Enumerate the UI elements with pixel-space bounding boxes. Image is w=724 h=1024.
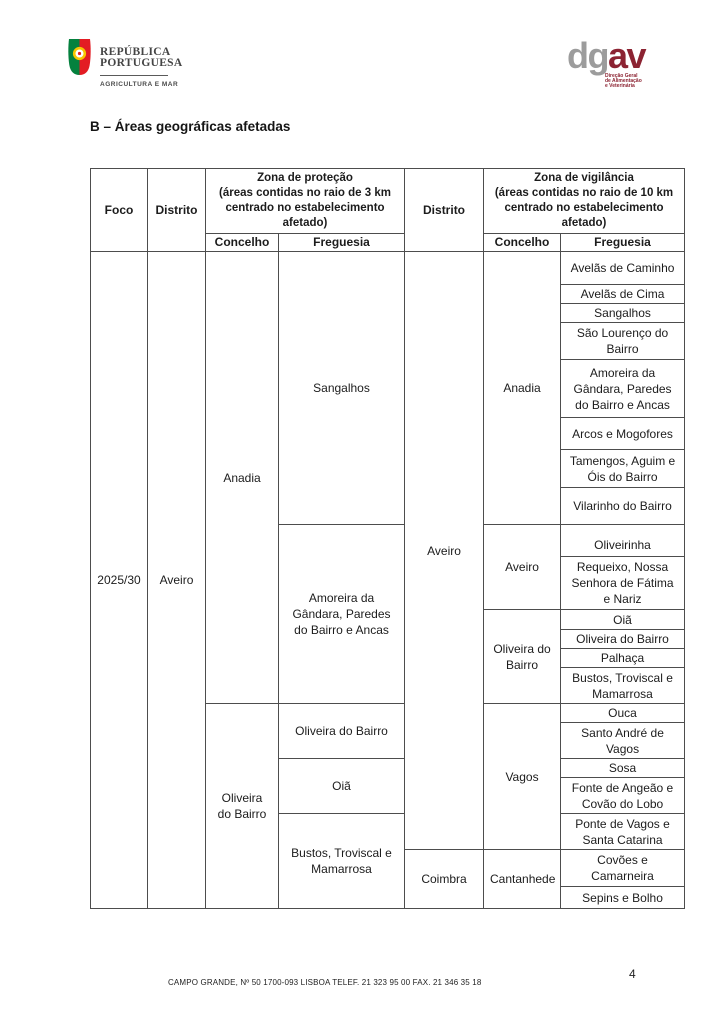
table-row: Sangalhos (91, 303, 686, 323)
cell-vig-freguesia: Oliveirinha (560, 524, 686, 557)
table-row: Bustos, Troviscal e Mamarrosa (91, 667, 686, 704)
cell-vig-freguesia: São Lourenço do Bairro (560, 322, 686, 360)
republica-wordmark: REPÚBLICA PORTUGUESA AGRICULTURA E MAR (100, 38, 182, 88)
cell-vig-concelho-anadia: Anadia (483, 251, 562, 525)
cell-vig-distrito-coimbra: Coimbra (404, 849, 485, 909)
logo-divider (100, 75, 168, 76)
table-row: Vilarinho do Bairro (91, 487, 686, 525)
cell-foco: 2025/30 (90, 251, 148, 909)
cell-vig-concelho-oliveira: Oliveira do Bairro (483, 609, 562, 704)
cell-vig-freguesia: Palhaça (560, 648, 686, 668)
cell-vig-freguesia: Tamengos, Aguim e Óis do Bairro (560, 449, 686, 488)
table-header-row: Foco Distrito Zona de proteção (áreas co… (90, 168, 686, 252)
cell-vig-freguesia: Avelãs de Caminho (560, 251, 686, 285)
table-row: Tamengos, Aguim e Óis do Bairro (91, 449, 686, 488)
table-row: São Lourenço do Bairro (91, 322, 686, 360)
cell-vig-freguesia: Oiã (560, 609, 686, 630)
dgav-logo: dgav Direção Geral de Alimentação e Vete… (567, 38, 647, 89)
affected-areas-table: Foco Distrito Zona de proteção (áreas co… (90, 168, 686, 909)
subheader-freguesia-protecao: Freguesia (277, 233, 406, 252)
cell-distrito-protecao: Aveiro (147, 251, 206, 909)
table-row: Oliveira do Bairro Oiã (91, 609, 686, 704)
col-header-foco: Foco (90, 168, 148, 252)
cell-vig-freguesia: Ponte de Vagos e Santa Catarina (560, 813, 686, 850)
cell-vig-freguesia: Vilarinho do Bairro (560, 487, 686, 525)
table-row: Sepins e Bolho (91, 886, 686, 909)
ministry-subtitle: AGRICULTURA E MAR (100, 81, 179, 88)
col-header-zona-protecao: Zona de proteção (áreas contidas no raio… (204, 168, 406, 234)
portuguese-flag-icon (68, 39, 91, 75)
cell-vig-freguesia: Bustos, Troviscal e Mamarrosa (560, 667, 686, 704)
cell-prot-freguesia-amoreira: Amoreira da Gândara, Paredes do Bairro e… (277, 524, 406, 704)
cell-vig-freguesia: Amoreira da Gândara, Paredes do Bairro e… (560, 359, 686, 418)
cell-vig-distrito-aveiro: Aveiro (404, 251, 485, 850)
cell-prot-freguesia-bustos: Bustos, Troviscal e Mamarrosa (277, 813, 406, 909)
cell-vig-freguesia: Oliveira do Bairro (560, 629, 686, 649)
table-row: Oliveira do Bairro Oliveira do Bairro Va… (91, 703, 686, 909)
cell-vig-freguesia: Sepins e Bolho (560, 886, 686, 909)
dgav-wordmark: dgav (567, 38, 647, 74)
section-title: B – Áreas geográficas afetadas (90, 119, 291, 134)
cell-vig-freguesia: Santo André de Vagos (560, 722, 686, 759)
table-row: Oiã Sosa (91, 758, 686, 814)
cell-vig-freguesia: Sosa (560, 758, 686, 778)
subheader-concelho-protecao: Concelho (205, 233, 279, 252)
cell-vig-concelho-vagos: Vagos (483, 703, 562, 850)
dgav-av-text: av (607, 35, 647, 76)
cell-vig-concelho-aveiro: Aveiro (483, 524, 562, 610)
table-row: 2025/30 Aveiro Anadia Sangalhos Aveiro A… (90, 251, 686, 909)
table-row: Bustos, Troviscal e Mamarrosa Ponte de V… (91, 813, 686, 909)
page-number: 4 (629, 967, 636, 981)
republica-portuguesa-logo: REPÚBLICA PORTUGUESA AGRICULTURA E MAR (66, 38, 182, 88)
cell-vig-freguesia: Requeixo, Nossa Senhora de Fátima e Nari… (560, 556, 686, 610)
cell-vig-freguesia: Fonte de Angeão e Covão do Lobo (560, 777, 686, 814)
cell-prot-concelho-anadia: Anadia (205, 251, 279, 704)
cell-prot-freguesia-oia: Oiã (277, 758, 406, 814)
col-header-distrito-protecao: Distrito (147, 168, 206, 252)
subheader-freguesia-vigilancia: Freguesia (560, 233, 686, 252)
cell-prot-freguesia-oliveira: Oliveira do Bairro (277, 703, 406, 759)
cell-vig-freguesia: Covões e Camarneira (560, 849, 686, 887)
cell-prot-freguesia-sangalhos: Sangalhos (277, 251, 406, 525)
subheader-concelho-vigilancia: Concelho (483, 233, 562, 252)
dgav-tagline: Direção Geral de Alimentação e Veterinár… (605, 73, 642, 89)
table-row: Coimbra Cantanhede Covões e Camarneira (91, 849, 686, 909)
table-row: Santo André de Vagos (91, 722, 686, 759)
table-row: Amoreira da Gândara, Paredes do Bairro e… (91, 524, 686, 704)
republica-line2: PORTUGUESA (100, 57, 183, 69)
footer-address: CAMPO GRANDE, Nº 50 1700-093 LISBOA TELE… (168, 978, 482, 987)
cell-vig-concelho-cantanhede: Cantanhede (483, 849, 562, 909)
cell-vig-freguesia: Ouca (560, 703, 686, 723)
table-row: Palhaça (91, 648, 686, 668)
table-row: Fonte de Angeão e Covão do Lobo (91, 777, 686, 814)
cell-vig-freguesia: Arcos e Mogofores (560, 417, 686, 450)
cell-prot-concelho-oliveira: Oliveira do Bairro (205, 703, 279, 909)
col-header-zona-vigilancia: Zona de vigilância (áreas contidas no ra… (483, 168, 686, 234)
table-row: Requeixo, Nossa Senhora de Fátima e Nari… (91, 556, 686, 610)
cell-vig-freguesia: Sangalhos (560, 303, 686, 323)
republica-line1: REPÚBLICA (100, 46, 171, 58)
cell-vig-freguesia: Avelãs de Cima (560, 284, 686, 304)
dgav-dg-text: dg (567, 35, 609, 76)
col-header-distrito-vigilancia: Distrito (404, 168, 485, 252)
table-row: Amoreira da Gândara, Paredes do Bairro e… (91, 359, 686, 418)
